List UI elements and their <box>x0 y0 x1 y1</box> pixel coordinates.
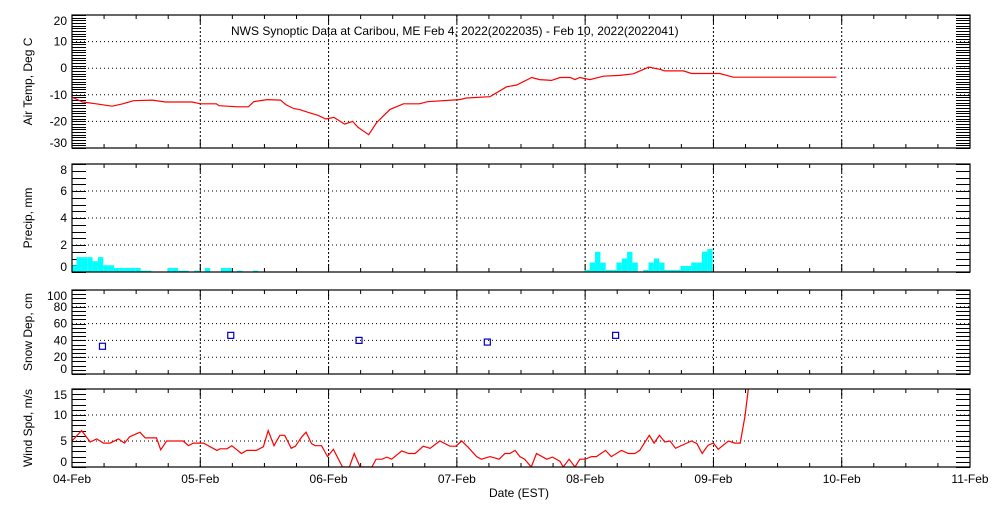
y-tick-label: 5 <box>60 434 67 448</box>
y-tick-label: 40 <box>54 333 68 347</box>
x-tick-label: 05-Feb <box>181 472 219 486</box>
precip-bar <box>98 257 103 272</box>
series-temperature <box>72 67 836 135</box>
x-tick-label: 10-Feb <box>823 472 861 486</box>
y-tick-label: 0 <box>60 61 67 75</box>
y-tick-label: 8 <box>60 163 67 177</box>
precip-bar <box>221 268 226 272</box>
precip-bar <box>167 268 172 272</box>
precip-bar <box>616 263 621 272</box>
panel-frame <box>72 290 970 374</box>
precip-bar <box>681 266 686 272</box>
x-tick-label: 08-Feb <box>566 472 604 486</box>
x-tick-label: 11-Feb <box>951 472 988 486</box>
chart-title: NWS Synoptic Data at Caribou, ME Feb 4, … <box>231 24 679 38</box>
precip-bar <box>125 268 130 272</box>
precip-bar <box>595 252 600 272</box>
precip-bar <box>77 257 82 272</box>
precip-bar <box>130 268 135 272</box>
precip-bar <box>648 263 653 272</box>
y-axis-label: Precip, mm <box>21 188 35 249</box>
panel-frame <box>72 389 970 467</box>
y-tick-label: 60 <box>54 317 68 331</box>
precip-bar <box>135 268 140 272</box>
x-tick-label: 09-Feb <box>694 472 732 486</box>
y-tick-label: 0 <box>60 455 67 469</box>
precip-bar <box>707 249 712 272</box>
series-wind_speed <box>72 380 749 467</box>
y-tick-label: 0 <box>60 362 67 376</box>
snow-depth-point <box>99 343 105 349</box>
precip-bar <box>590 263 595 272</box>
y-tick-label: 20 <box>54 14 68 28</box>
precip-bar <box>659 263 664 272</box>
precip-bar <box>82 257 87 272</box>
precip-bar <box>93 261 98 272</box>
y-tick-label: 2 <box>60 238 67 252</box>
y-tick-label: 10 <box>54 35 68 49</box>
precip-bar <box>691 263 696 272</box>
precip-bar <box>702 252 707 272</box>
snow-depth-point <box>228 332 234 338</box>
x-tick-label: 07-Feb <box>438 472 476 486</box>
x-axis-label: Date (EST) <box>489 486 549 500</box>
y-tick-label: 4 <box>60 211 67 225</box>
precip-bar <box>654 259 659 273</box>
y-tick-label: 80 <box>54 300 68 314</box>
precip-bar <box>697 263 702 272</box>
y-axis-label: Wind Spd, m/s <box>21 389 35 467</box>
precip-bar <box>72 265 77 272</box>
precip-bar <box>103 265 108 272</box>
y-tick-label: -10 <box>50 88 68 102</box>
precip-bar <box>205 268 210 272</box>
y-tick-label: 0 <box>60 260 67 274</box>
y-tick-label: 15 <box>54 388 68 402</box>
y-axis-label: Snow Dep, cm <box>21 293 35 371</box>
precip-bar <box>114 268 119 272</box>
precip-bar <box>109 265 114 272</box>
x-tick-label: 04-Feb <box>53 472 91 486</box>
temperature-line <box>72 67 836 135</box>
wind_speed-line <box>72 380 749 467</box>
y-tick-label: 10 <box>54 408 68 422</box>
precip-bar <box>622 259 627 273</box>
panel-precipitation: 8 6 4 2 0 Precip, mm <box>21 163 970 274</box>
precip-bar <box>87 257 92 272</box>
precip-bar <box>600 263 605 272</box>
panel-wind_speed: 15 10 5 0 Wind Spd, m/s <box>21 380 970 469</box>
snow-depth-point <box>613 332 619 338</box>
y-tick-label: 6 <box>60 184 67 198</box>
y-axis-label: Air Temp, Deg C <box>21 37 35 125</box>
y-tick-label: -20 <box>50 114 68 128</box>
precip-bar <box>627 252 632 272</box>
precip-bar <box>632 263 637 272</box>
x-tick-label: 06-Feb <box>310 472 348 486</box>
y-tick-label: -30 <box>50 136 68 150</box>
precip-bar <box>173 268 178 272</box>
precip-bar <box>686 266 691 272</box>
precip-bar <box>226 268 231 272</box>
precip-bar <box>119 268 124 272</box>
snow-depth-point <box>484 339 490 345</box>
